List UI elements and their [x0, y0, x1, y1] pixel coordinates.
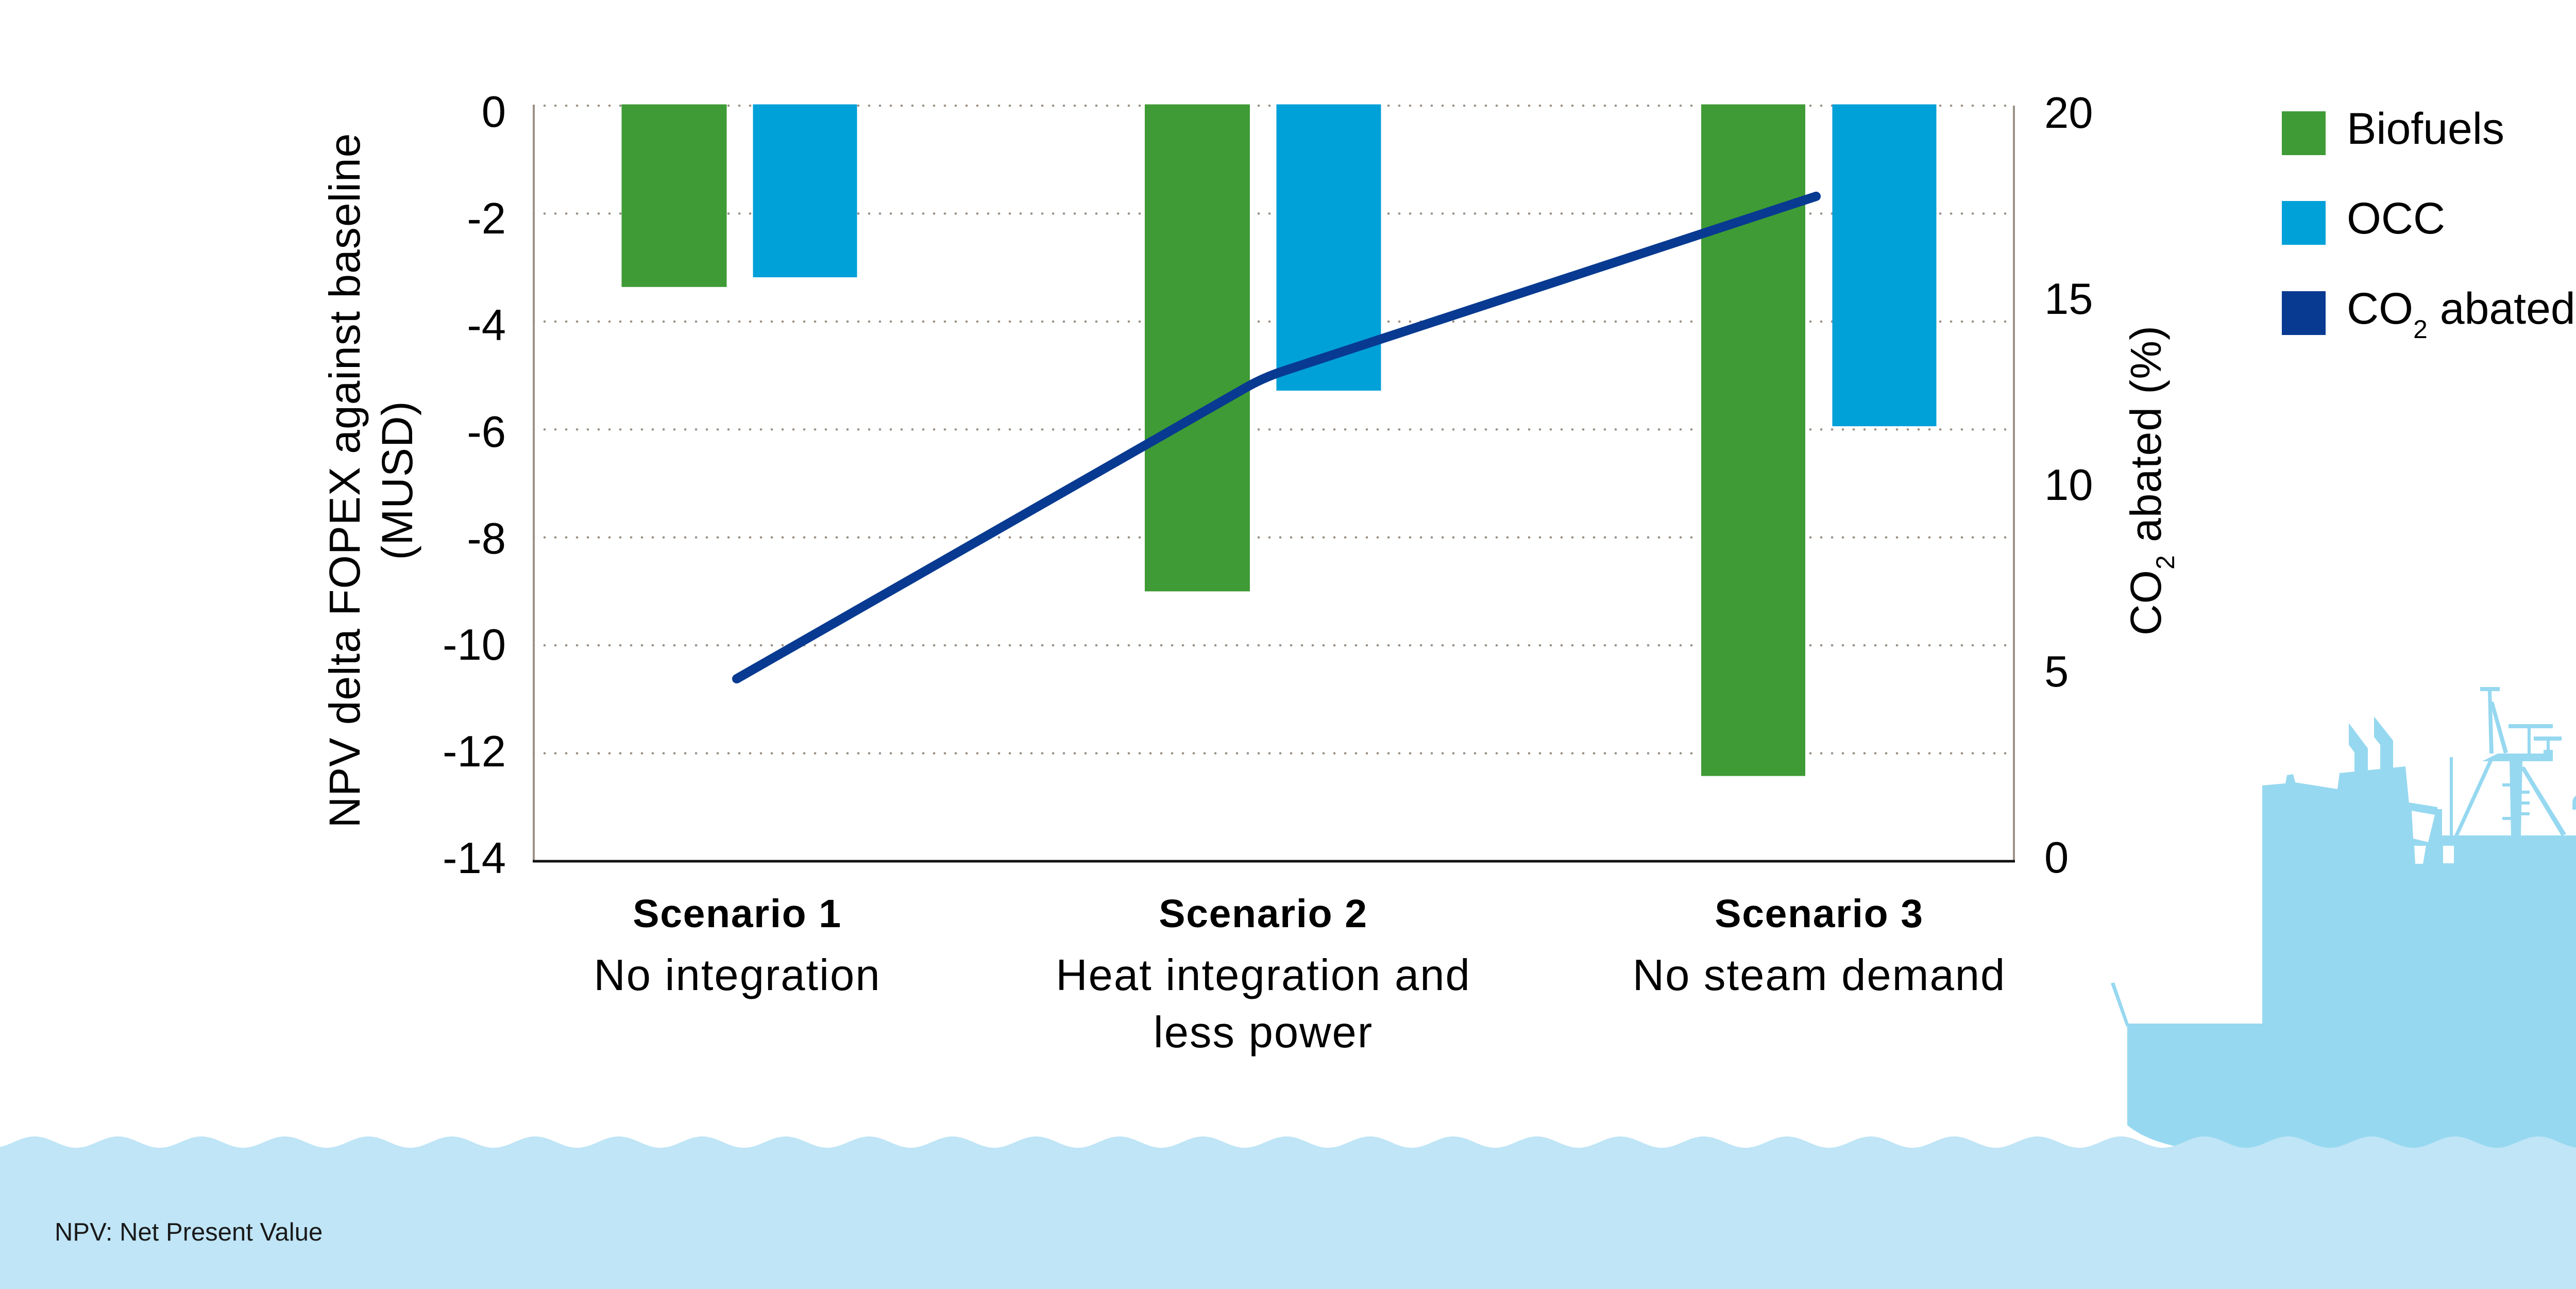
svg-text:0: 0	[482, 88, 506, 137]
svg-text:-8: -8	[467, 514, 506, 563]
svg-text:5: 5	[2044, 647, 2069, 696]
svg-text:20: 20	[2044, 89, 2093, 138]
svg-text:-2: -2	[467, 194, 506, 243]
svg-text:0: 0	[2044, 833, 2069, 882]
svg-text:Heat integration and: Heat integration and	[1056, 951, 1471, 1000]
svg-text:Scenario 3: Scenario 3	[1715, 892, 1923, 936]
svg-text:Scenario 1: Scenario 1	[633, 892, 841, 936]
svg-text:Biofuels: Biofuels	[2347, 104, 2504, 154]
svg-text:-6: -6	[467, 408, 506, 457]
svg-text:15: 15	[2044, 275, 2093, 324]
svg-text:less power: less power	[1154, 1008, 1373, 1057]
svg-text:Scenario 2: Scenario 2	[1159, 892, 1367, 936]
svg-text:-14: -14	[443, 834, 506, 883]
svg-text:NPV delta FOPEX against baseli: NPV delta FOPEX against baseline	[320, 133, 369, 828]
svg-text:-4: -4	[467, 301, 506, 350]
svg-text:No integration: No integration	[594, 951, 880, 1000]
svg-text:-10: -10	[443, 621, 506, 669]
svg-text:10: 10	[2044, 461, 2093, 510]
svg-text:(MUSD): (MUSD)	[373, 400, 421, 560]
svg-text:No steam demand: No steam demand	[1633, 951, 2006, 1000]
svg-text:NPV: Net Present Value: NPV: Net Present Value	[55, 1218, 323, 1246]
svg-text:OCC: OCC	[2347, 194, 2445, 243]
svg-text:-12: -12	[443, 727, 506, 776]
